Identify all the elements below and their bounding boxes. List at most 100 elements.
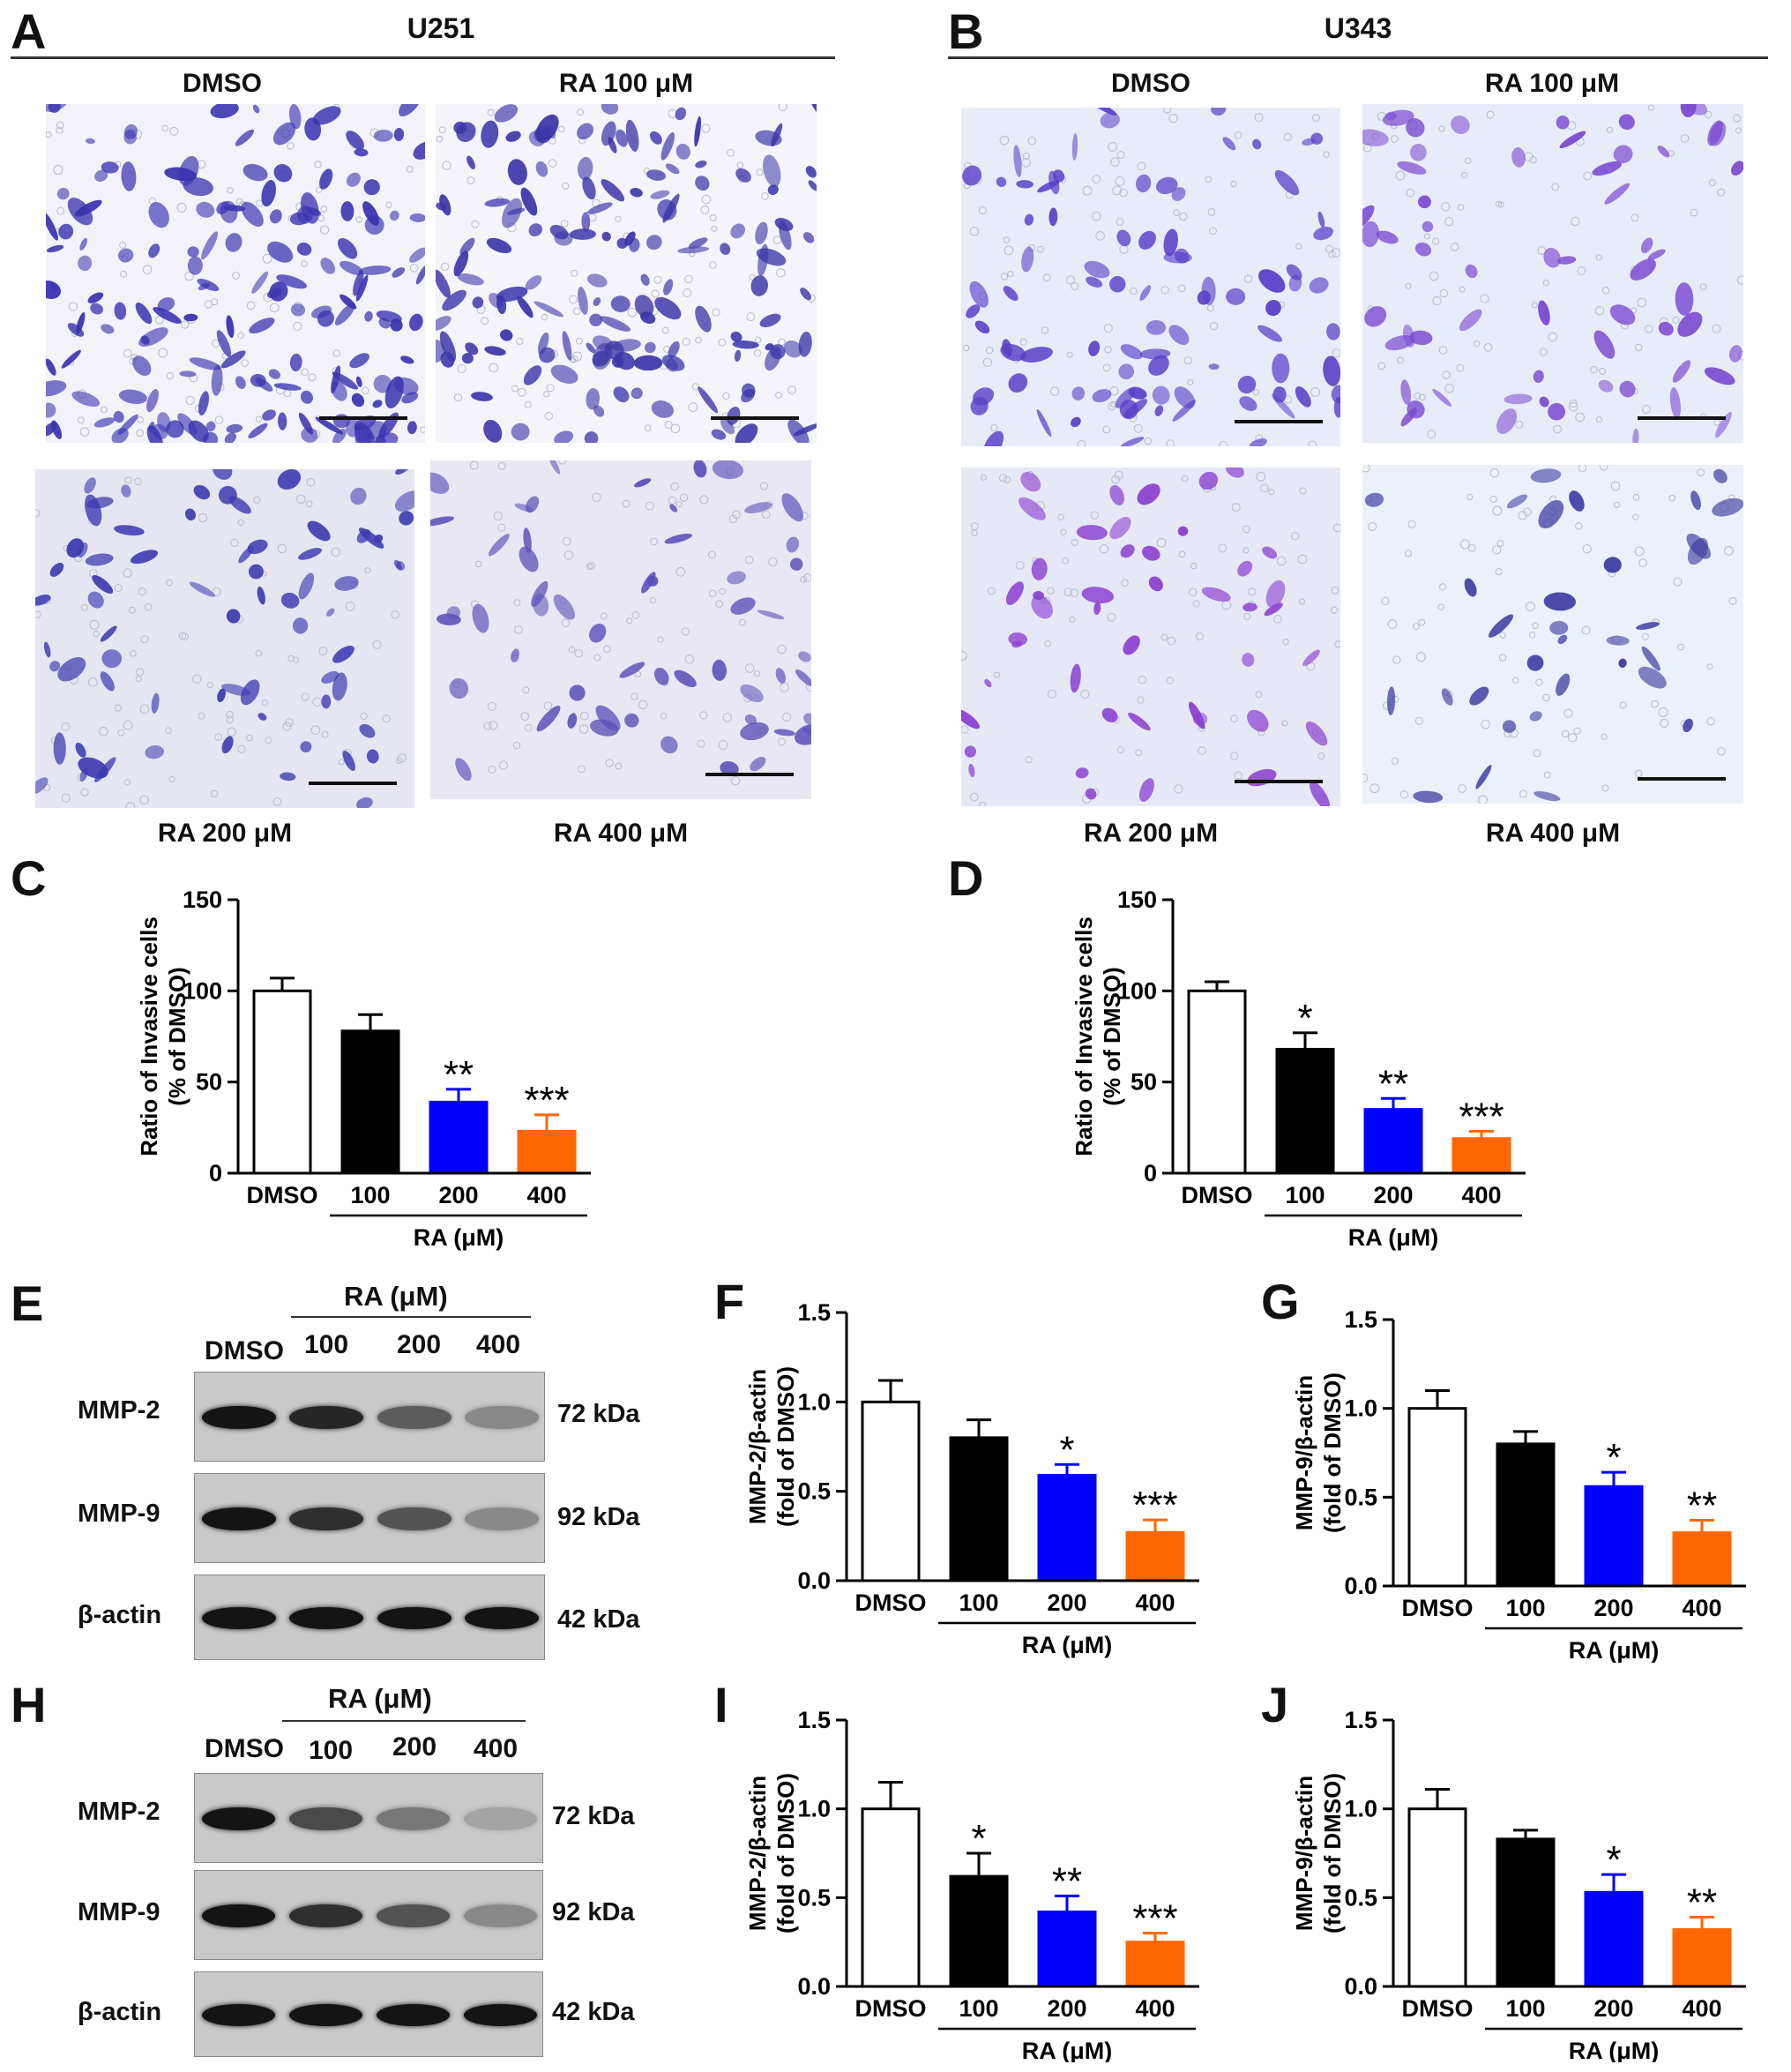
membrane-pore <box>1529 155 1537 164</box>
membrane-pore <box>962 344 970 352</box>
stained-cell <box>1690 490 1701 511</box>
membrane-pore <box>1231 503 1241 512</box>
membrane-pore <box>522 686 530 694</box>
y-axis-label: Ratio of Invasive cells(% of DMSO) <box>1071 916 1125 1156</box>
stained-cell <box>1364 306 1387 327</box>
membrane-pore <box>489 363 499 373</box>
membrane-pore <box>1255 691 1263 699</box>
membrane-pore <box>1299 487 1307 495</box>
stained-cell <box>355 274 369 302</box>
stained-cell <box>781 493 804 522</box>
membrane-pore <box>1166 677 1174 684</box>
stained-cell <box>332 672 347 701</box>
image-label-b-dmso: DMSO <box>1111 69 1190 98</box>
stained-cell <box>413 141 425 160</box>
panel-letter-g: G <box>1261 1274 1300 1329</box>
stained-cell <box>312 106 341 125</box>
membrane-pore <box>1234 771 1243 780</box>
stained-cell <box>1286 264 1302 281</box>
protein-label-h-actin: β-actin <box>78 1998 162 2026</box>
stained-cell <box>732 340 759 349</box>
stained-cell <box>1549 620 1569 635</box>
stained-cell <box>268 369 280 379</box>
stained-cell <box>1016 180 1034 189</box>
stained-cell <box>1070 663 1081 693</box>
y-tick-label: 0 <box>1144 1160 1157 1186</box>
membrane-pore <box>457 363 466 373</box>
membrane-pore <box>730 775 741 786</box>
membrane-pore <box>560 220 569 228</box>
stained-cell <box>130 550 159 565</box>
membrane-pore <box>481 317 489 325</box>
membrane-pore <box>1391 757 1399 765</box>
stained-cell <box>1592 161 1623 176</box>
stained-cell <box>67 323 85 337</box>
stained-cell <box>1092 389 1112 403</box>
blot-band <box>463 1904 538 1928</box>
membrane-pore <box>709 213 717 222</box>
membrane-pore <box>1206 304 1214 312</box>
membrane-pore <box>1230 752 1239 760</box>
membrane-pore <box>1712 324 1721 333</box>
membrane-pore <box>1003 236 1011 243</box>
category-label: DMSO <box>1402 1995 1474 2022</box>
stained-cell <box>741 388 755 403</box>
category-label: 400 <box>1135 1590 1175 1616</box>
y-tick-label: 0 <box>209 1160 222 1186</box>
membrane-pore <box>1243 612 1251 620</box>
lane-label-e-3: 400 <box>475 1330 521 1359</box>
stained-cell <box>698 386 719 414</box>
stained-cell <box>534 301 564 318</box>
stained-cell <box>1409 330 1433 346</box>
membrane-pore <box>206 682 213 689</box>
membrane-pore <box>524 400 532 408</box>
stained-cell <box>346 418 361 438</box>
stained-cell <box>216 201 230 214</box>
membrane-pore <box>661 326 669 334</box>
membrane-pore <box>123 720 133 730</box>
stained-cell <box>1305 721 1328 746</box>
membrane-pore <box>558 125 565 133</box>
membrane-pore <box>1166 439 1175 446</box>
stained-cell <box>651 400 674 418</box>
membrane-pore <box>1561 729 1570 738</box>
membrane-pore <box>634 670 642 678</box>
membrane-pore <box>489 721 498 730</box>
membrane-pore <box>135 676 142 683</box>
membrane-pore <box>272 797 282 806</box>
membrane-pore <box>1071 539 1078 547</box>
stained-cell <box>1002 339 1012 358</box>
category-label: 100 <box>959 1995 998 2022</box>
stained-cell <box>1226 468 1244 478</box>
y-tick-label: 1.0 <box>797 1796 831 1822</box>
stained-cell <box>1155 176 1178 195</box>
stained-cell <box>472 603 489 633</box>
panel-letter-j: J <box>1261 1677 1289 1732</box>
membrane-pore <box>744 556 754 565</box>
stained-cell <box>373 374 392 393</box>
membrane-pore <box>226 711 234 719</box>
stained-cell <box>730 597 756 615</box>
stained-cell <box>523 365 542 385</box>
membrane-pore <box>1704 110 1713 119</box>
membrane-pore <box>123 568 132 578</box>
stained-cell <box>459 237 475 256</box>
y-tick-label: 50 <box>196 1069 222 1096</box>
stained-cell <box>1538 300 1550 325</box>
stained-cell <box>354 148 369 157</box>
membrane-pore <box>139 704 150 714</box>
stained-cell <box>1413 790 1444 804</box>
y-tick-label: 1.5 <box>1344 1707 1377 1733</box>
stained-cell <box>578 286 588 315</box>
stained-cell <box>1272 353 1290 384</box>
stained-cell <box>604 340 624 360</box>
stained-cell <box>695 176 710 191</box>
stained-cell <box>1075 767 1089 779</box>
significance-marker: ** <box>1687 1881 1717 1924</box>
membrane-pore <box>1492 545 1502 555</box>
category-label: DMSO <box>1402 1595 1474 1621</box>
stained-cell <box>121 161 137 191</box>
membrane-pore <box>293 321 302 331</box>
lane-label-e-0: DMSO <box>205 1336 284 1365</box>
membrane-pore <box>442 161 451 170</box>
